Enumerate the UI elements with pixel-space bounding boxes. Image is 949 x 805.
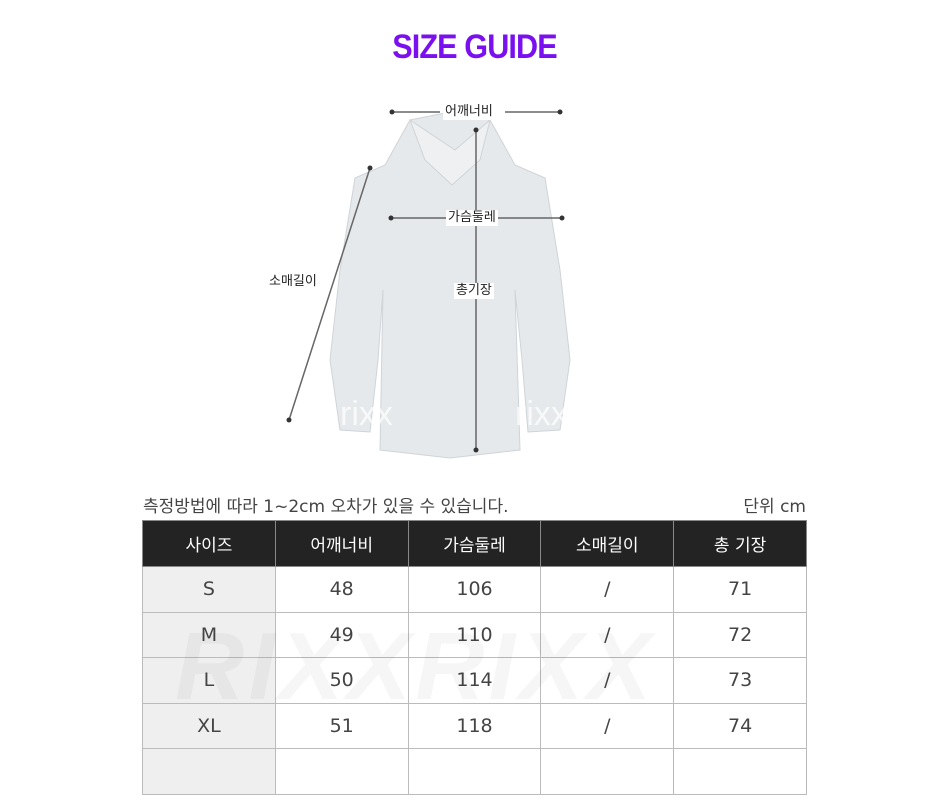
column-header: 사이즈 [142,520,276,567]
column-header: 소매길이 [540,520,675,567]
table-row: XL 51 118/74 [142,702,807,749]
column-header: 총 기장 [673,520,807,567]
table-cell: S [142,566,276,613]
table-cell: 50 [274,657,409,704]
table-cell: / [540,566,675,613]
table-cell: / [540,611,675,658]
table-cell: XL [142,702,276,749]
table-cell [407,748,542,795]
table-cell: M [142,611,276,658]
column-header: 어깨너비 [274,520,409,567]
table-cell [673,748,807,795]
table-cell: 106 [407,566,542,613]
table-cell: L [142,657,276,704]
sleeve-label: 소매길이 [267,274,319,290]
table-cell: 48 [274,566,409,613]
chest-label: 가슴둘레 [446,210,498,226]
watermark: rixx [515,395,568,433]
table-cell: 118 [407,702,542,749]
table-cell [540,748,675,795]
table-cell: 71 [673,566,807,613]
shoulder-label: 어깨너비 [443,104,495,120]
page-title: SIZE GUIDE [392,28,557,66]
shirt-diagram: rixx rixx [286,109,571,459]
table-cell [274,748,409,795]
measurement-note: 측정방법에 따라 1~2cm 오차가 있을 수 있습니다. [143,497,509,517]
table-cell: 110 [407,611,542,658]
shirt-image [329,111,571,459]
size-table: 사이즈 어깨너비 가슴둘레 소매길이 총 기장 S 48 106/71 M 49 110/… [142,520,807,795]
table-row: S 48 106/71 [142,566,807,613]
table-cell: / [540,702,675,749]
table-cell: 51 [274,702,409,749]
table-header: 사이즈 어깨너비 가슴둘레 소매길이 총 기장 [142,520,807,567]
table-row: L 50 114/73 [142,657,807,704]
length-label: 총기장 [454,283,494,299]
table-cell: 73 [673,657,807,704]
watermark: rixx [340,395,393,433]
unit-label: 단위 cm [743,497,806,517]
sleeve-line [288,167,371,421]
table-row: M 49 110/72 [142,611,807,658]
table-cell: 114 [407,657,542,704]
table-cell: 74 [673,702,807,749]
table-cell: 72 [673,611,807,658]
table-cell: 49 [274,611,409,658]
table-cell: / [540,657,675,704]
table-row [142,748,807,795]
table-cell [142,748,276,795]
column-header: 가슴둘레 [407,520,542,567]
